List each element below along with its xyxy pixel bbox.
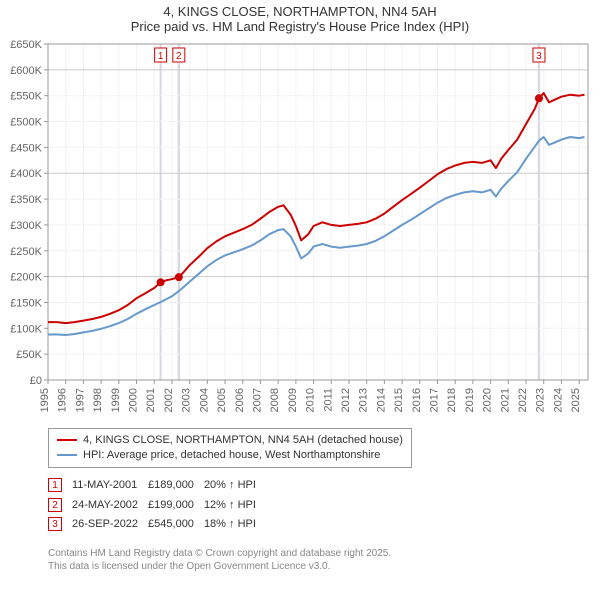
x-axis-label: 2007 bbox=[251, 388, 263, 412]
sale-marker-number: 3 bbox=[536, 51, 542, 62]
x-axis-label: 2008 bbox=[269, 388, 281, 412]
y-axis-label: £450K bbox=[10, 142, 42, 154]
x-axis-label: 1996 bbox=[57, 388, 69, 412]
sale-marker-number: 1 bbox=[158, 51, 164, 62]
legend-swatch bbox=[57, 439, 77, 441]
x-axis-label: 2004 bbox=[198, 388, 210, 412]
x-axis-label: 2013 bbox=[358, 388, 370, 412]
marker-legend-date: 26-SEP-2022 bbox=[72, 515, 148, 535]
y-axis-label: £600K bbox=[10, 65, 42, 77]
marker-legend-delta: 18% ↑ HPI bbox=[204, 515, 266, 535]
sale-marker-dot bbox=[535, 94, 543, 102]
y-axis-label: £400K bbox=[10, 168, 42, 180]
marker-legend-delta: 20% ↑ HPI bbox=[204, 476, 266, 496]
y-axis-label: £200K bbox=[10, 272, 42, 284]
y-axis-label: £350K bbox=[10, 194, 42, 206]
marker-legend: 1 11-MAY-2001£189,00020% ↑ HPI 2 24-MAY-200… bbox=[48, 476, 266, 535]
sale-marker-dot bbox=[175, 273, 183, 281]
x-axis-label: 2019 bbox=[464, 388, 476, 412]
series-legend: 4, KINGS CLOSE, NORTHAMPTON, NN4 5AH (de… bbox=[48, 428, 412, 468]
marker-legend-date: 11-MAY-2001 bbox=[72, 476, 148, 496]
x-axis-label: 1997 bbox=[74, 388, 86, 412]
marker-legend-row: 2 24-MAY-2002£199,00012% ↑ HPI bbox=[48, 496, 266, 516]
legend-item: HPI: Average price, detached house, West… bbox=[57, 448, 403, 463]
y-axis-label: £100K bbox=[10, 323, 42, 335]
x-axis-label: 2014 bbox=[375, 388, 387, 412]
y-axis-label: £150K bbox=[10, 297, 42, 309]
x-axis-label: 2022 bbox=[517, 388, 529, 412]
marker-badge: 1 bbox=[48, 478, 62, 492]
x-axis-label: 2020 bbox=[482, 388, 494, 412]
sale-band bbox=[160, 44, 162, 380]
x-axis-label: 2017 bbox=[429, 388, 441, 412]
x-axis-label: 2010 bbox=[305, 388, 317, 412]
x-axis-label: 2002 bbox=[163, 388, 175, 412]
marker-legend-price: £199,000 bbox=[148, 496, 204, 516]
legend-item: 4, KINGS CLOSE, NORTHAMPTON, NN4 5AH (de… bbox=[57, 433, 403, 448]
marker-legend-number: 3 bbox=[48, 515, 72, 535]
marker-legend-price: £545,000 bbox=[148, 515, 204, 535]
sale-band bbox=[178, 44, 180, 380]
y-axis-label: £550K bbox=[10, 91, 42, 103]
x-axis-label: 2023 bbox=[535, 388, 547, 412]
x-axis-label: 1998 bbox=[92, 388, 104, 412]
x-axis-label: 2001 bbox=[145, 388, 157, 412]
marker-legend-row: 3 26-SEP-2022£545,00018% ↑ HPI bbox=[48, 515, 266, 535]
chart-footer: Contains HM Land Registry data © Crown c… bbox=[48, 548, 391, 573]
marker-legend-date: 24-MAY-2002 bbox=[72, 496, 148, 516]
marker-legend-delta: 12% ↑ HPI bbox=[204, 496, 266, 516]
y-axis-label: £250K bbox=[10, 246, 42, 258]
footer-line2: This data is licensed under the Open Gov… bbox=[48, 561, 391, 574]
x-axis-label: 2006 bbox=[234, 388, 246, 412]
x-axis-label: 2003 bbox=[181, 388, 193, 412]
legend-label: HPI: Average price, detached house, West… bbox=[83, 448, 380, 463]
x-axis-label: 2016 bbox=[411, 388, 423, 412]
y-axis-label: £500K bbox=[10, 117, 42, 129]
x-axis-label: 2024 bbox=[552, 388, 564, 412]
y-axis-label: £300K bbox=[10, 220, 42, 232]
x-axis-label: 2009 bbox=[287, 388, 299, 412]
x-axis-label: 2015 bbox=[393, 388, 405, 412]
x-axis-label: 1995 bbox=[39, 388, 51, 412]
x-axis-label: 2000 bbox=[128, 388, 140, 412]
marker-badge: 2 bbox=[48, 498, 62, 512]
footer-line1: Contains HM Land Registry data © Crown c… bbox=[48, 548, 391, 561]
y-axis-label: £50K bbox=[16, 349, 42, 361]
marker-legend-number: 1 bbox=[48, 476, 72, 496]
price-vs-hpi-chart: 1995 1996 1997 1998 1999 2000 2001 2002 2003 2004… bbox=[0, 0, 600, 430]
marker-badge: 3 bbox=[48, 517, 62, 531]
y-axis-label: £650K bbox=[10, 39, 42, 51]
sale-marker-dot bbox=[157, 278, 165, 286]
sale-marker-number: 2 bbox=[176, 51, 182, 62]
x-axis-label: 2025 bbox=[570, 388, 582, 412]
marker-legend-table: 1 11-MAY-2001£189,00020% ↑ HPI 2 24-MAY-200… bbox=[48, 476, 266, 535]
x-axis-label: 2021 bbox=[499, 388, 511, 412]
x-axis-label: 2012 bbox=[340, 388, 352, 412]
x-axis-label: 1999 bbox=[110, 388, 122, 412]
x-axis-label: 2005 bbox=[216, 388, 228, 412]
marker-legend-price: £189,000 bbox=[148, 476, 204, 496]
x-axis-label: 2018 bbox=[446, 388, 458, 412]
legend-swatch bbox=[57, 454, 77, 456]
x-axis-label: 2011 bbox=[322, 388, 334, 412]
marker-legend-number: 2 bbox=[48, 496, 72, 516]
legend-label: 4, KINGS CLOSE, NORTHAMPTON, NN4 5AH (de… bbox=[83, 433, 403, 448]
y-axis-label: £0 bbox=[30, 375, 42, 387]
marker-legend-row: 1 11-MAY-2001£189,00020% ↑ HPI bbox=[48, 476, 266, 496]
